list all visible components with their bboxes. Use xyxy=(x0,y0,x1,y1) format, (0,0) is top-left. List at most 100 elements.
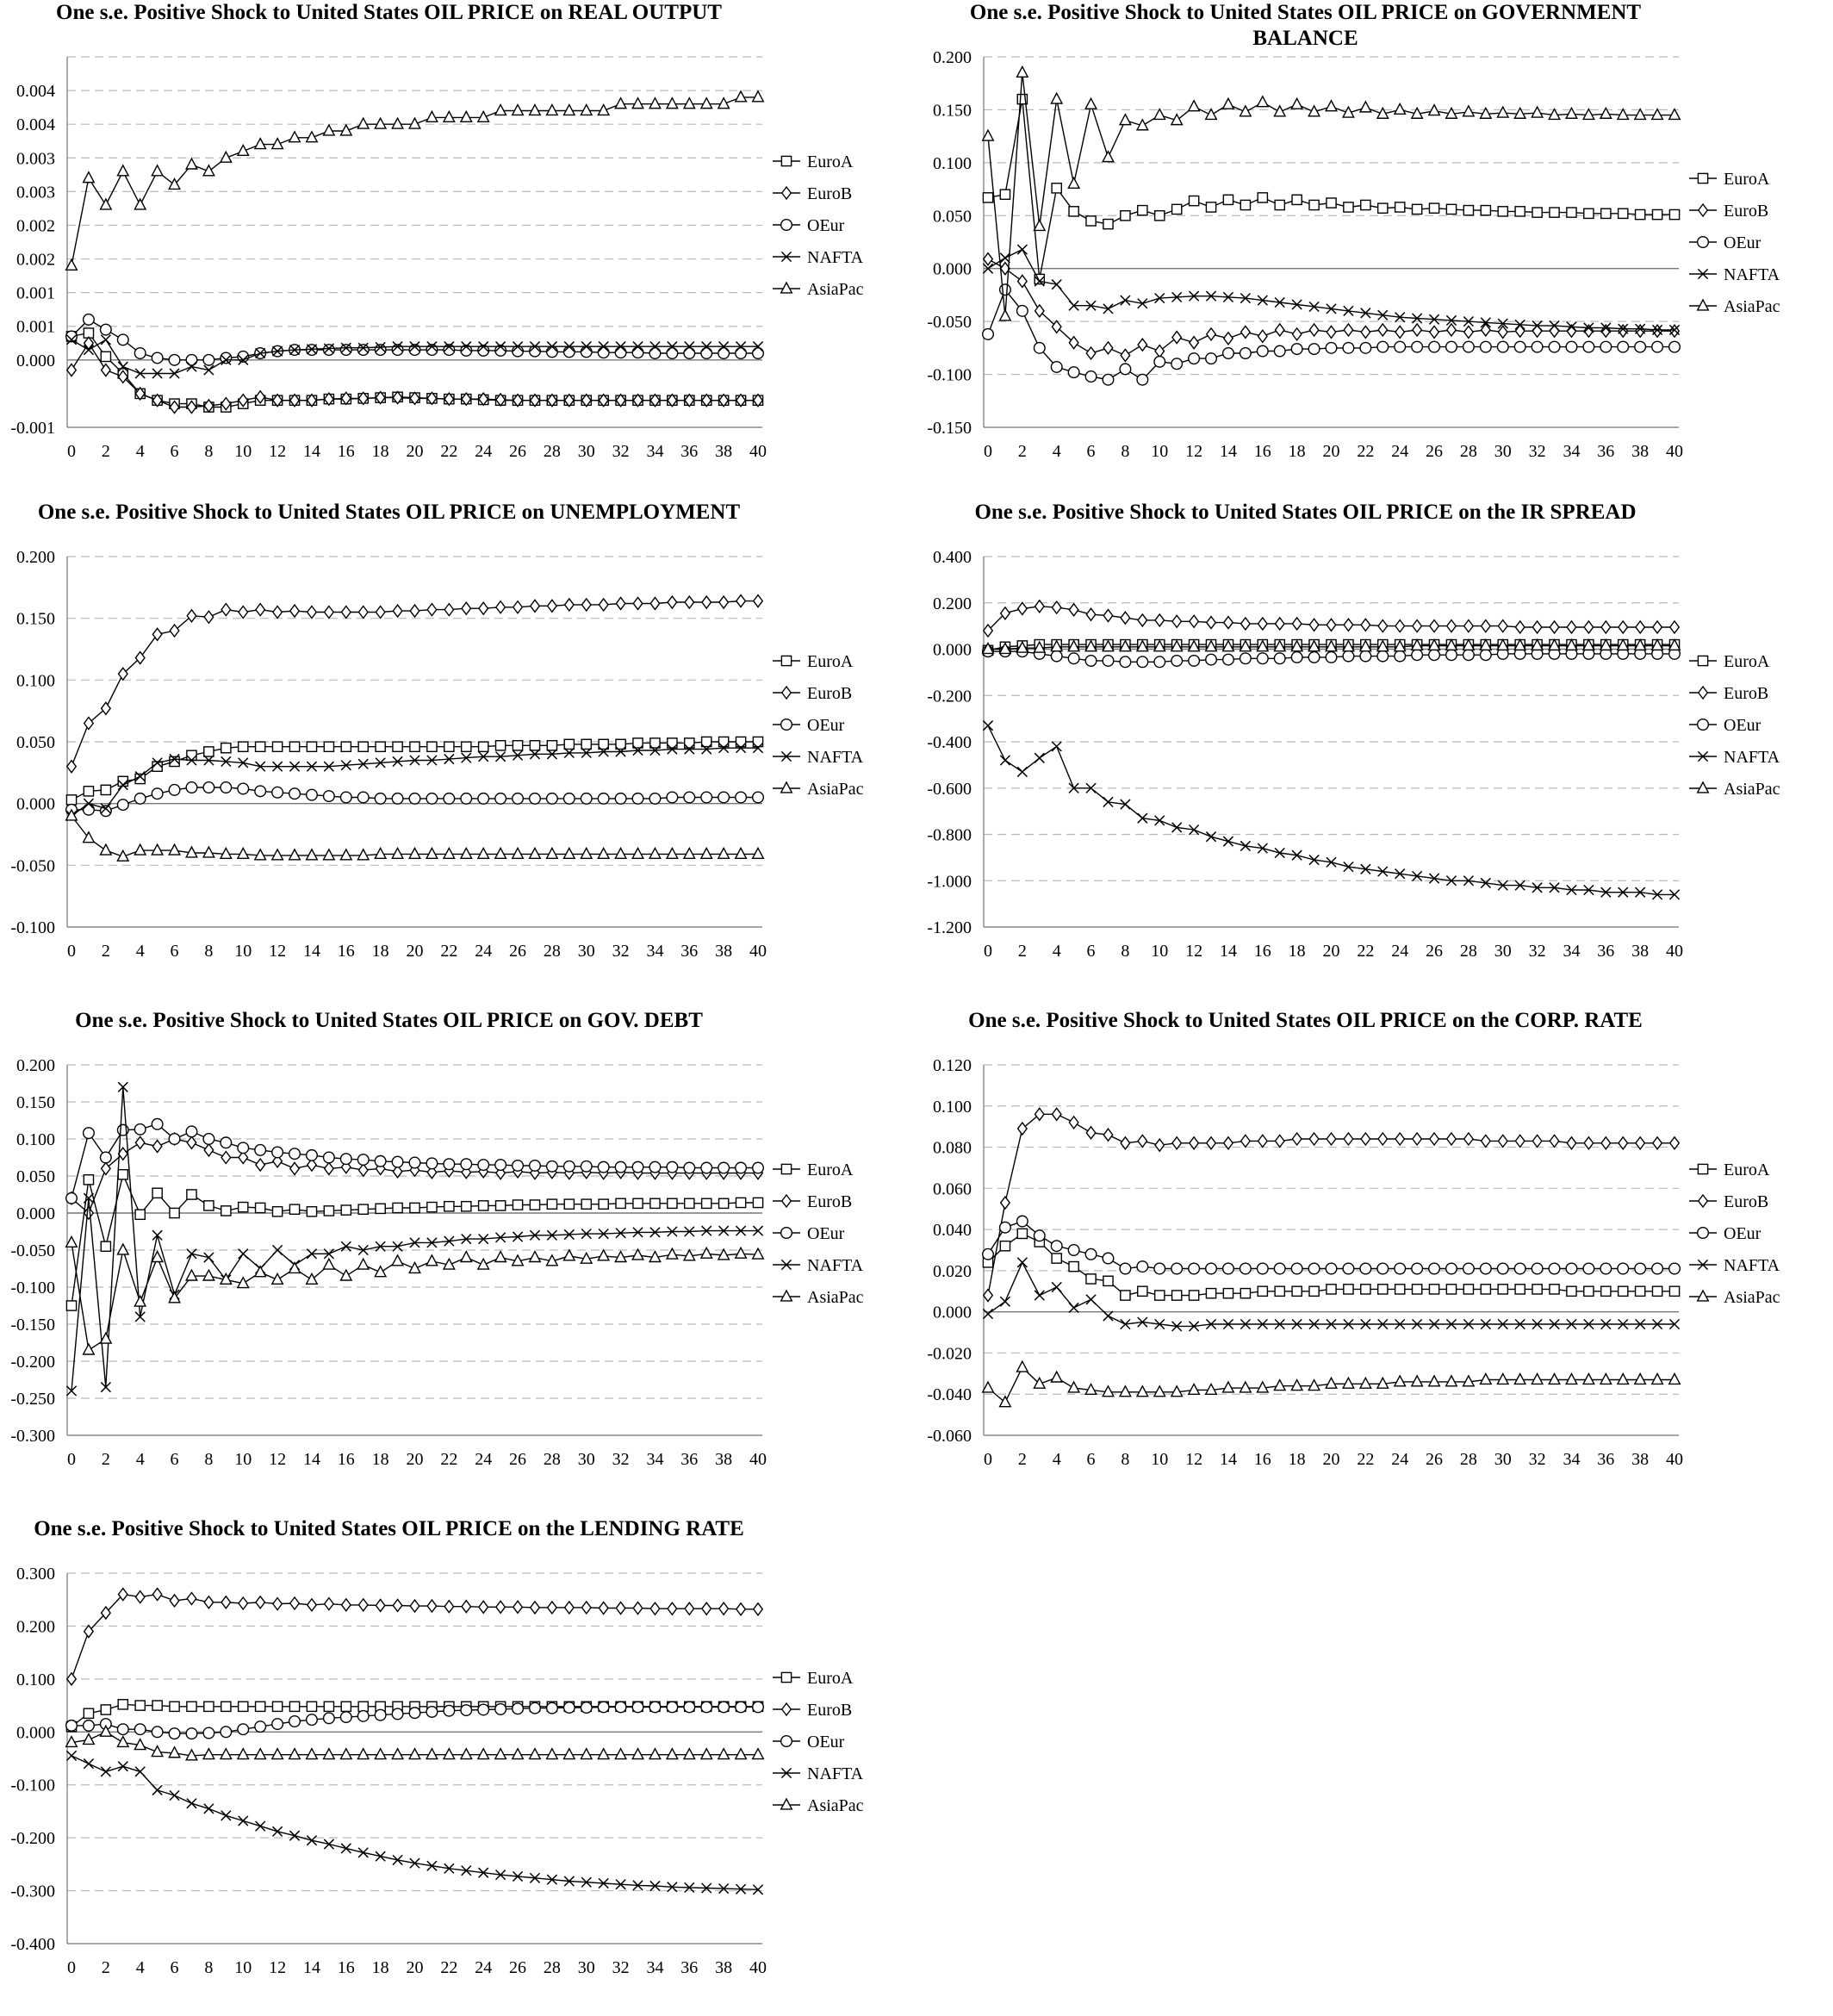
legend-label: NAFTA xyxy=(807,1764,864,1783)
data-point xyxy=(1016,1360,1029,1372)
data-point xyxy=(562,846,576,860)
data-point xyxy=(1239,639,1252,652)
data-point xyxy=(237,1201,249,1213)
legend-marker xyxy=(780,750,792,762)
data-point xyxy=(682,1747,696,1760)
data-point xyxy=(202,353,215,366)
data-point xyxy=(426,391,438,406)
data-point xyxy=(478,391,489,407)
y-tick-label: 0.200 xyxy=(16,1056,55,1075)
data-point xyxy=(219,150,233,163)
legend-item-nafta: NAFTA xyxy=(773,748,864,767)
data-point xyxy=(323,1839,335,1850)
data-point xyxy=(1153,1290,1165,1301)
data-point xyxy=(426,741,438,753)
data-point xyxy=(1343,1131,1354,1147)
series-oeur xyxy=(981,283,1681,386)
y-tick-label: 0.200 xyxy=(16,548,55,567)
y-tick-label: 0.020 xyxy=(933,1262,972,1281)
data-point xyxy=(1273,1378,1287,1391)
data-point xyxy=(1205,290,1217,302)
data-point xyxy=(1221,1262,1234,1275)
x-tick-label: 26 xyxy=(509,442,526,461)
data-point xyxy=(631,346,644,359)
data-point xyxy=(169,368,180,379)
data-point xyxy=(1084,1248,1097,1260)
data-point xyxy=(1103,796,1114,808)
series-nafta xyxy=(65,743,764,822)
data-point xyxy=(1617,1262,1630,1275)
data-point xyxy=(1171,291,1183,303)
data-point xyxy=(1358,1376,1372,1389)
data-point xyxy=(83,1708,95,1720)
data-point xyxy=(1240,325,1251,339)
data-point xyxy=(1326,1318,1337,1330)
data-point xyxy=(580,345,593,358)
data-point xyxy=(271,741,283,753)
data-point xyxy=(1548,340,1561,353)
data-point xyxy=(339,123,353,136)
data-point xyxy=(752,1161,765,1174)
data-point xyxy=(357,758,369,769)
data-point xyxy=(236,846,250,860)
data-point xyxy=(1119,656,1132,669)
x-tick-label: 30 xyxy=(578,1958,595,1977)
data-point xyxy=(667,744,678,755)
data-point xyxy=(529,740,541,751)
x-tick-label: 14 xyxy=(1220,1450,1237,1469)
data-point xyxy=(649,393,661,408)
data-point xyxy=(598,1198,609,1210)
data-point xyxy=(374,846,388,860)
data-point xyxy=(289,344,301,356)
data-point xyxy=(221,354,232,365)
data-point xyxy=(1532,1318,1543,1330)
data-point xyxy=(1600,1262,1612,1275)
data-point xyxy=(1325,1262,1338,1275)
data-point xyxy=(202,1268,215,1281)
data-point xyxy=(1480,1284,1492,1295)
data-point xyxy=(134,386,146,401)
data-point xyxy=(1187,1382,1201,1396)
data-point xyxy=(1564,1372,1578,1385)
data-point xyxy=(494,792,507,805)
data-point xyxy=(1514,319,1525,330)
data-point xyxy=(563,738,575,750)
data-point xyxy=(1326,856,1337,868)
data-point xyxy=(1480,619,1491,633)
data-point xyxy=(1118,1384,1132,1397)
data-point xyxy=(511,846,525,860)
data-point xyxy=(100,1161,111,1176)
data-point xyxy=(598,746,609,757)
legend-item-eurob: EuroB xyxy=(773,184,852,203)
data-point xyxy=(375,390,386,405)
data-point xyxy=(1308,1131,1320,1147)
data-point xyxy=(374,116,388,129)
data-point xyxy=(1531,340,1544,353)
data-point xyxy=(999,755,1011,766)
data-point xyxy=(134,1123,146,1136)
data-point xyxy=(151,1745,165,1758)
data-point xyxy=(735,736,747,748)
data-point xyxy=(1274,1318,1285,1330)
data-point xyxy=(82,1733,96,1745)
data-point xyxy=(1308,1318,1320,1330)
y-tick-label: 0.000 xyxy=(933,641,972,660)
data-point xyxy=(684,1198,695,1210)
data-point xyxy=(1668,619,1681,635)
legend-marker xyxy=(1697,1226,1710,1239)
data-point xyxy=(1153,1262,1166,1275)
data-point xyxy=(444,741,455,753)
x-tick-label: 34 xyxy=(1563,442,1580,461)
data-point xyxy=(117,780,128,791)
y-tick-label: 0.004 xyxy=(16,82,55,101)
data-point xyxy=(1618,1136,1629,1150)
data-point xyxy=(237,741,249,753)
data-point xyxy=(1205,202,1217,213)
data-point xyxy=(425,1747,438,1760)
series-nafta xyxy=(982,244,1681,336)
x-tick-label: 26 xyxy=(509,1958,526,1977)
data-point xyxy=(221,1150,232,1165)
data-point xyxy=(1154,613,1165,628)
data-point xyxy=(1257,329,1268,344)
data-point xyxy=(1188,290,1200,302)
